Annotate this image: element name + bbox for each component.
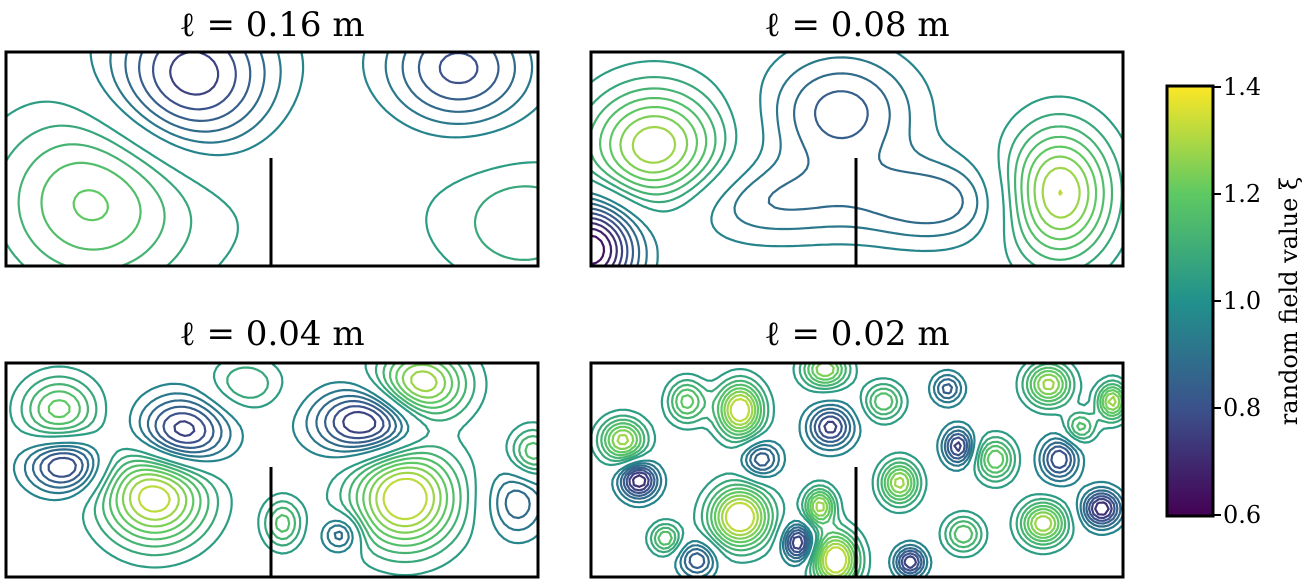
contour-plot-3 — [9, 363, 538, 577]
contour-line — [6, 100, 538, 266]
contour-line — [622, 383, 1119, 575]
contour-plot-4 — [591, 363, 1123, 577]
contour-line — [173, 410, 377, 437]
contour-line — [72, 189, 109, 222]
colorbar-tick-label: 0.8 — [1223, 394, 1261, 422]
contour-line — [591, 234, 606, 266]
contour-line — [591, 221, 618, 266]
contour-line — [591, 76, 1123, 266]
contour-line — [137, 477, 428, 521]
contour-line — [591, 212, 629, 266]
contour-line — [609, 105, 1098, 241]
panel-title-1: ℓ = 0.16 m — [179, 5, 364, 45]
contour-line — [89, 52, 538, 157]
colorbar-tick-label: 1.4 — [1223, 73, 1261, 101]
contour-line — [591, 72, 964, 266]
contour-line — [591, 56, 979, 266]
contour-line — [628, 420, 1113, 569]
contour-line — [625, 415, 1116, 572]
contour-line — [23, 388, 538, 548]
colorbar-label: random field value ξ — [1275, 177, 1303, 425]
colorbar-tick-label: 1.2 — [1223, 180, 1261, 208]
contour-line — [6, 124, 538, 266]
contour-line — [616, 378, 1117, 577]
contour-line — [1058, 189, 1063, 196]
contour-line — [591, 216, 624, 266]
contour-line — [124, 52, 516, 133]
panel-title-2: ℓ = 0.08 m — [764, 5, 949, 45]
contour-line — [152, 52, 479, 111]
contour-line — [40, 161, 142, 251]
contour-line — [591, 60, 1123, 266]
contour-line — [611, 368, 1123, 577]
contour-line — [619, 115, 1090, 231]
contour-line — [591, 87, 1114, 261]
contour-line — [9, 363, 538, 577]
contour-line — [17, 143, 166, 266]
contour-line — [12, 381, 538, 554]
contour-line — [39, 399, 391, 484]
contour-line — [631, 125, 1081, 219]
contour-line — [109, 52, 534, 144]
colorbar — [1165, 84, 1215, 518]
contour-line — [724, 397, 848, 574]
contour-line — [591, 90, 869, 266]
contour-line — [600, 363, 1123, 577]
contour-line — [138, 52, 500, 122]
panel-title-4: ℓ = 0.02 m — [764, 314, 949, 354]
contour-line — [599, 96, 1105, 251]
contour-line — [619, 378, 1122, 577]
contour-line — [32, 394, 531, 541]
colorbar-ticks — [1213, 86, 1221, 516]
contour-line — [169, 52, 220, 96]
contour-line — [616, 373, 1123, 577]
contour-line — [603, 363, 1123, 577]
contour-line — [611, 363, 1121, 577]
contour-line — [591, 52, 989, 266]
contour-line — [37, 363, 538, 547]
panel-title-3: ℓ = 0.04 m — [179, 314, 364, 354]
contour-line — [591, 363, 1123, 577]
contour-line — [595, 363, 1123, 577]
contour-line — [47, 405, 385, 478]
contour-line — [128, 370, 438, 528]
contour-line — [47, 363, 454, 541]
contour-line — [29, 363, 538, 555]
colorbar-tick-label: 0.6 — [1223, 501, 1261, 529]
contour-line — [632, 474, 1110, 516]
contour-line — [121, 363, 447, 534]
contour-line — [607, 363, 1123, 577]
colorbar-tick-label: 1.0 — [1223, 287, 1261, 315]
contour-plot-1 — [6, 52, 538, 266]
contour-line — [20, 363, 538, 564]
